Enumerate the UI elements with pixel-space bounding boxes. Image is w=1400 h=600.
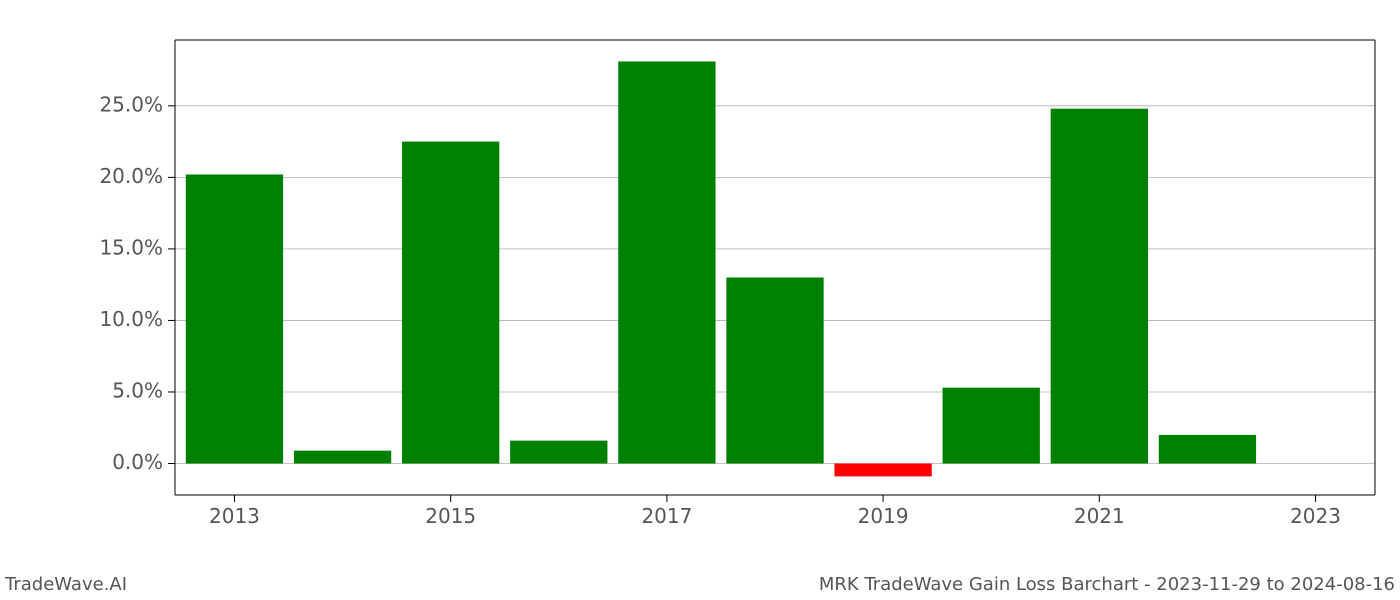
bar [726,278,823,464]
x-tick-label: 2021 [1074,504,1125,528]
y-tick-label: 25.0% [99,92,163,116]
x-tick-label: 2019 [858,504,909,528]
bar [618,61,715,463]
x-tick-label: 2015 [425,504,476,528]
bar [1159,435,1256,464]
bar [510,441,607,464]
y-tick-label: 15.0% [99,235,163,259]
footer-right-label: MRK TradeWave Gain Loss Barchart - 2023-… [819,574,1395,595]
gain-loss-barchart: 0.0% 5.0% 10.0% 15.0% 20.0% 25.0% 2013 2015 2017… [0,0,1400,600]
bar [834,464,931,477]
bar [1051,109,1148,464]
y-tick-label: 10.0% [99,307,163,331]
bar [943,388,1040,464]
bar [186,174,283,463]
bar [402,142,499,464]
x-tick-label: 2017 [641,504,692,528]
y-tick-label: 0.0% [112,450,163,474]
y-tick-label: 5.0% [112,378,163,402]
y-tick-label: 20.0% [99,164,163,188]
footer-left-label: TradeWave.AI [4,574,127,595]
bar [294,451,391,464]
x-tick-label: 2023 [1290,504,1341,528]
x-tick-label: 2013 [209,504,260,528]
